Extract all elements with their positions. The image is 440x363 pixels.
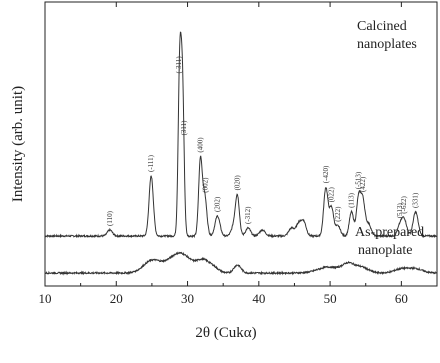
peak-label: (311) [180, 120, 188, 136]
x-axis-tick-labels: 10 20 30 40 50 60 [39, 291, 408, 306]
x-tick-label: 10 [39, 291, 52, 306]
peak-label: (222) [334, 206, 342, 222]
calcined-label-line1: Calcined [357, 19, 407, 34]
peak-label: (331) [412, 192, 420, 208]
peak-label: (022) [328, 186, 336, 202]
peak-label: (110) [106, 210, 114, 226]
x-tick-label: 20 [110, 291, 123, 306]
peak-label: (-420) [322, 165, 330, 183]
y-axis-title: Intensity (arb. unit) [10, 86, 26, 202]
peak-label: (020) [233, 175, 241, 191]
peak-label: (113) [348, 192, 356, 208]
x-tick-label: 60 [395, 291, 408, 306]
series-line-as_prepared [44, 251, 438, 276]
peak-label: (-311) [175, 56, 183, 74]
peak-label: (-622) [400, 196, 408, 214]
peak-label: (002) [201, 177, 209, 193]
x-axis-ticks [44, 2, 402, 286]
peak-label: (422) [359, 176, 367, 192]
calcined-label-line2: nanoplates [357, 37, 417, 52]
series-lines [44, 31, 438, 276]
as-prepared-label-line2: nanoplate [358, 243, 412, 258]
series-line-calcined [44, 31, 438, 239]
peak-label: (513) [396, 202, 404, 218]
plot-frame [44, 1, 438, 287]
peak-label: (-513) [355, 171, 363, 189]
x-tick-label: 50 [324, 291, 337, 306]
x-tick-label: 40 [252, 291, 265, 306]
peak-label: (202) [214, 196, 222, 212]
peak-label: (-111) [147, 154, 155, 172]
peak-label: (400) [196, 137, 204, 153]
peak-labels: (110) (-111) (-311) (311) (400) (002) (202) (02… [106, 56, 420, 226]
x-tick-label: 30 [181, 291, 194, 306]
peak-label: (-312) [244, 206, 252, 224]
x-axis-title: 2θ (Cukα) [195, 325, 256, 341]
as-prepared-label-line1: As-prepared [355, 225, 424, 240]
